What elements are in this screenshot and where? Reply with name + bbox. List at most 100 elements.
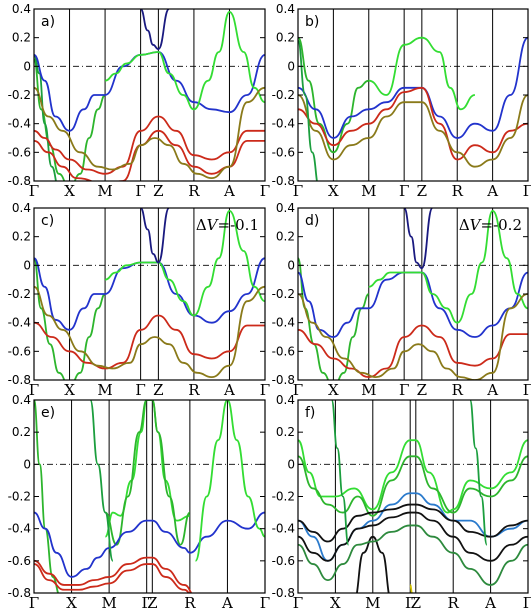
y-tick-label: -0.4 [8,522,31,536]
k-point-label: Γ [293,594,303,612]
band-line [356,535,390,593]
band-line [298,86,528,161]
k-point-label: Γ [399,381,409,399]
panel-label: f) [305,405,315,421]
band-line [34,511,265,578]
panel-e: 0.40.20-0.2-0.4-0.6-0.8Γ X M ΓZ R A Γe) [8,393,271,612]
y-tick-label: -0.4 [272,117,295,131]
bands [298,400,528,593]
band-line [298,455,528,517]
band-line [298,271,528,338]
k-point-label: A [223,381,235,399]
band-line [139,9,170,51]
band-line [34,257,265,331]
y-tick-label: -0.8 [8,174,31,188]
k-point-label: Γ [523,594,531,612]
band-line [34,86,265,180]
k-point-label: M [97,381,112,399]
bands [298,36,528,181]
k-point-label: Γ [141,594,151,612]
k-point-label: M [97,182,112,200]
band-line [34,257,106,380]
band-line [104,400,191,546]
k-point-label: Γ [260,594,270,612]
panel-label: b) [305,14,319,30]
k-point-label: X [328,182,339,200]
k-point-label: A [221,594,233,612]
band-line [298,36,528,139]
band-line [298,439,528,514]
band-line [403,208,434,270]
y-tick-label: -0.2 [272,287,295,301]
k-point-label: R [448,594,460,612]
k-point-label: R [452,182,464,200]
panel-label: a) [41,14,55,30]
panel-f: 0.40.20-0.2-0.4-0.6-0.8Γ X M ΓZ R A Γf) [272,393,531,612]
y-tick-label: 0.4 [12,393,31,407]
y-tick-label: -0.8 [8,586,31,600]
band-line [34,556,193,593]
plot-frame [297,8,529,182]
k-point-label: A [223,182,235,200]
k-point-label: M [361,381,376,399]
y-tick-label: 0.4 [12,2,31,16]
k-point-label: Γ [293,182,303,200]
band-line [89,400,114,562]
y-tick-label: 0.4 [276,201,295,215]
band-line [34,115,265,175]
delta-v-annotation: ΔV=-0.2 [459,216,522,234]
k-point-label: Γ [135,381,145,399]
k-point-label: Γ [523,182,531,200]
y-tick-label: -0.6 [272,344,295,358]
k-point-label: Γ [29,594,39,612]
y-tick-label: -0.8 [272,174,295,188]
y-tick-label: 0 [287,457,295,471]
band-line [104,209,265,317]
band-line [139,208,170,264]
panel-d: 0.40.20-0.2-0.4-0.6-0.8Γ X M Γ Z R A Γd) ΔV=-0.2 [272,201,531,399]
y-tick-label: -0.4 [8,316,31,330]
k-point-label: A [486,381,498,399]
band-line [34,285,265,379]
band-line [330,400,350,546]
k-point-label: M [365,594,380,612]
y-tick-label: -0.8 [272,373,295,387]
bands [34,9,265,181]
y-tick-label: 0.2 [12,425,31,439]
k-point-label: Γ [260,182,270,200]
band-line [34,129,265,181]
band-line [298,94,528,168]
panel-b: 0.40.20-0.2-0.4-0.6-0.8Γ X M Γ Z R A Γb) [272,2,531,200]
y-tick-label: -0.6 [8,145,31,159]
k-point-label: Γ [29,381,39,399]
k-point-label: Z [411,594,421,612]
k-point-label: Z [147,594,157,612]
band-line [298,524,528,586]
y-tick-label: 0 [23,59,31,73]
k-point-label: Z [153,381,163,399]
k-point-label: Γ [29,182,39,200]
panel-label: c) [41,213,54,229]
y-tick-label: -0.2 [8,88,31,102]
k-point-label: Γ [293,381,303,399]
y-tick-label: -0.4 [272,522,295,536]
y-tick-label: 0.4 [276,393,295,407]
band-line [34,53,57,181]
y-tick-label: 0 [23,457,31,471]
y-tick-label: -0.4 [272,316,295,330]
band-line [409,584,414,593]
delta-v-annotation: ΔV=-0.1 [196,216,259,234]
k-point-label: Z [417,182,427,200]
band-line [298,36,369,154]
k-point-label: R [184,594,196,612]
y-tick-label: -0.4 [8,117,31,131]
band-line [298,324,528,379]
y-tick-label: 0 [23,258,31,272]
band-line [469,400,488,546]
band-line [298,293,528,380]
k-point-label: X [66,594,77,612]
band-line [298,511,528,562]
k-point-label: X [64,381,75,399]
y-tick-label: 0.4 [12,201,31,215]
y-tick-label: 0.2 [276,230,295,244]
